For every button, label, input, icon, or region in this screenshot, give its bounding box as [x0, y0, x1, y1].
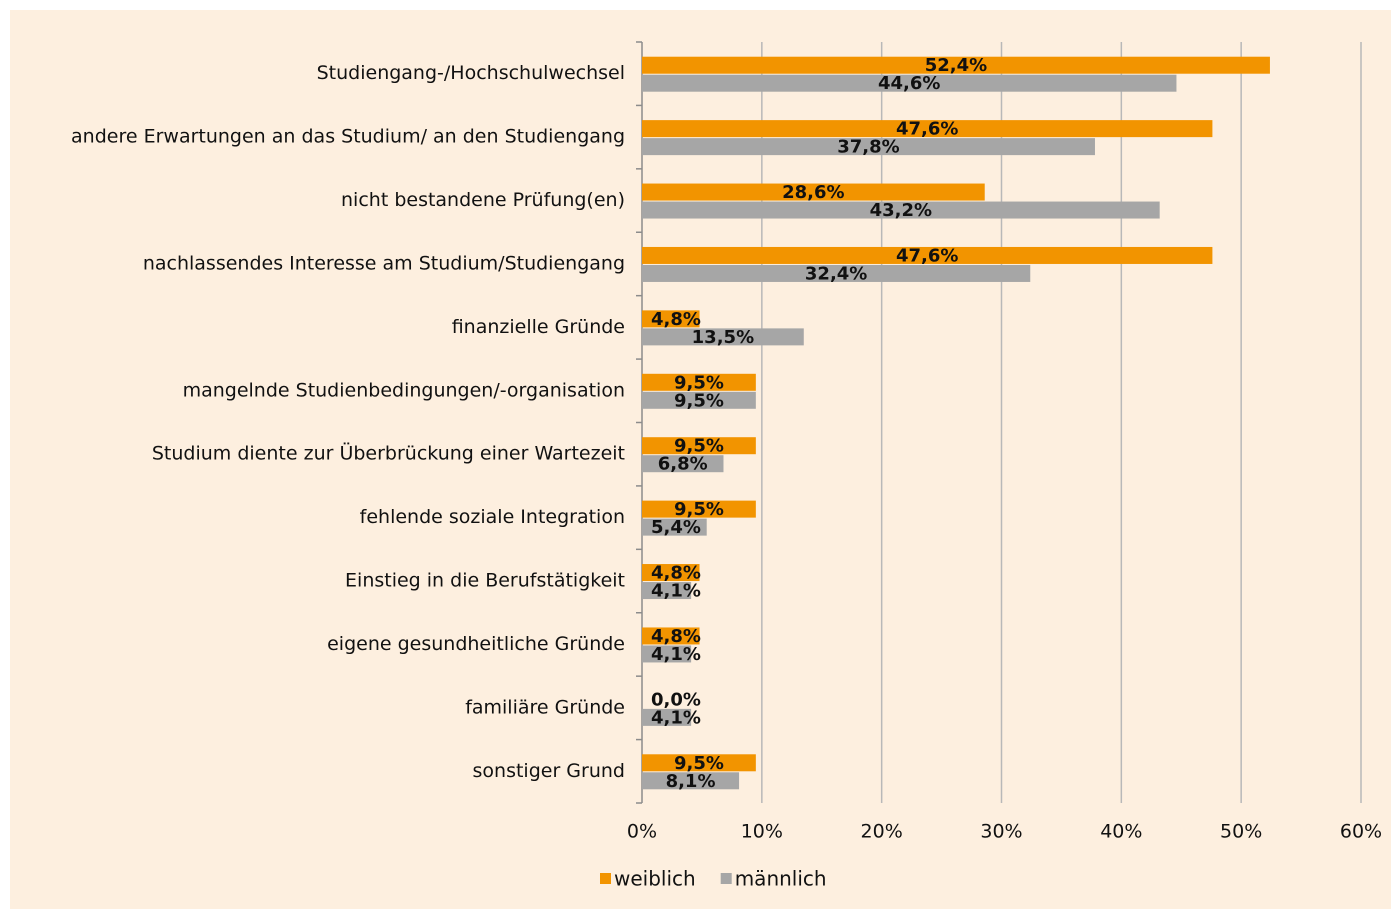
value-label: 9,5%	[674, 372, 724, 393]
bar	[642, 246, 1213, 264]
category-label: finanzielle Gründe	[452, 316, 625, 338]
bar	[642, 708, 692, 726]
value-label: 0,0%	[651, 689, 701, 710]
bar	[642, 500, 756, 518]
category-label: nicht bestandene Prüfung(en)	[341, 189, 625, 211]
category-label: andere Erwartungen an das Studium/ an de…	[71, 126, 625, 148]
bar	[642, 772, 740, 790]
value-label: 37,8%	[837, 137, 899, 158]
bar	[642, 645, 692, 663]
bar	[642, 455, 724, 473]
value-label: 13,5%	[692, 327, 754, 348]
category-label: Einstieg in die Berufstätigkeit	[345, 570, 625, 592]
category-label: Studium diente zur Überbrückung einer Wa…	[152, 442, 625, 465]
value-label: 9,5%	[674, 499, 724, 520]
bar	[642, 310, 700, 328]
value-label: 4,8%	[651, 309, 701, 330]
value-label: 9,5%	[674, 753, 724, 774]
legend-swatch	[600, 873, 611, 884]
bar	[642, 56, 1270, 74]
bar	[642, 437, 756, 455]
value-label: 8,1%	[666, 771, 716, 792]
x-tick-label: 40%	[1100, 821, 1142, 843]
x-tick-label: 0%	[627, 821, 657, 843]
bar	[642, 391, 756, 409]
value-label: 32,4%	[805, 263, 867, 284]
value-label: 44,6%	[878, 73, 940, 94]
value-label: 28,6%	[782, 182, 844, 203]
category-label: familiäre Gründe	[465, 696, 625, 718]
value-label: 5,4%	[651, 517, 701, 538]
value-label: 4,8%	[651, 563, 701, 584]
bar	[642, 138, 1095, 156]
category-label: nachlassendes Interesse am Studium/Studi…	[143, 252, 625, 274]
category-label: sonstiger Grund	[473, 760, 625, 782]
value-label: 52,4%	[925, 55, 987, 76]
value-label: 9,5%	[674, 390, 724, 411]
bar	[642, 627, 700, 645]
value-label: 47,6%	[896, 245, 958, 266]
x-tick-label: 30%	[980, 821, 1022, 843]
bar	[642, 120, 1213, 138]
value-label: 6,8%	[658, 454, 708, 475]
value-label: 43,2%	[870, 200, 932, 221]
legend-swatch	[720, 873, 732, 884]
legend-label: weiblich	[614, 867, 696, 891]
x-tick-label: 60%	[1340, 821, 1382, 843]
value-label: 4,1%	[651, 644, 701, 665]
bar	[642, 373, 756, 391]
category-label: fehlende soziale Integration	[360, 506, 625, 528]
bar	[642, 183, 985, 201]
category-label: Studiengang-/Hochschulwechsel	[317, 62, 625, 84]
bar	[642, 328, 804, 346]
legend-label: männlich	[735, 867, 827, 891]
value-label: 9,5%	[674, 436, 724, 457]
bar	[642, 518, 707, 536]
bar	[642, 564, 700, 582]
bar	[642, 264, 1031, 282]
value-label: 4,1%	[651, 581, 701, 602]
x-tick-label: 10%	[741, 821, 783, 843]
bar	[642, 582, 692, 600]
category-label: mangelnde Studienbedingungen/-organisati…	[183, 379, 625, 401]
bar	[642, 201, 1160, 219]
bar	[642, 74, 1177, 92]
x-tick-label: 20%	[861, 821, 903, 843]
value-label: 4,1%	[651, 707, 701, 728]
bar	[642, 754, 756, 772]
x-tick-label: 50%	[1220, 821, 1262, 843]
value-label: 47,6%	[896, 119, 958, 140]
category-label: eigene gesundheitliche Gründe	[327, 633, 625, 655]
value-label: 4,8%	[651, 626, 701, 647]
